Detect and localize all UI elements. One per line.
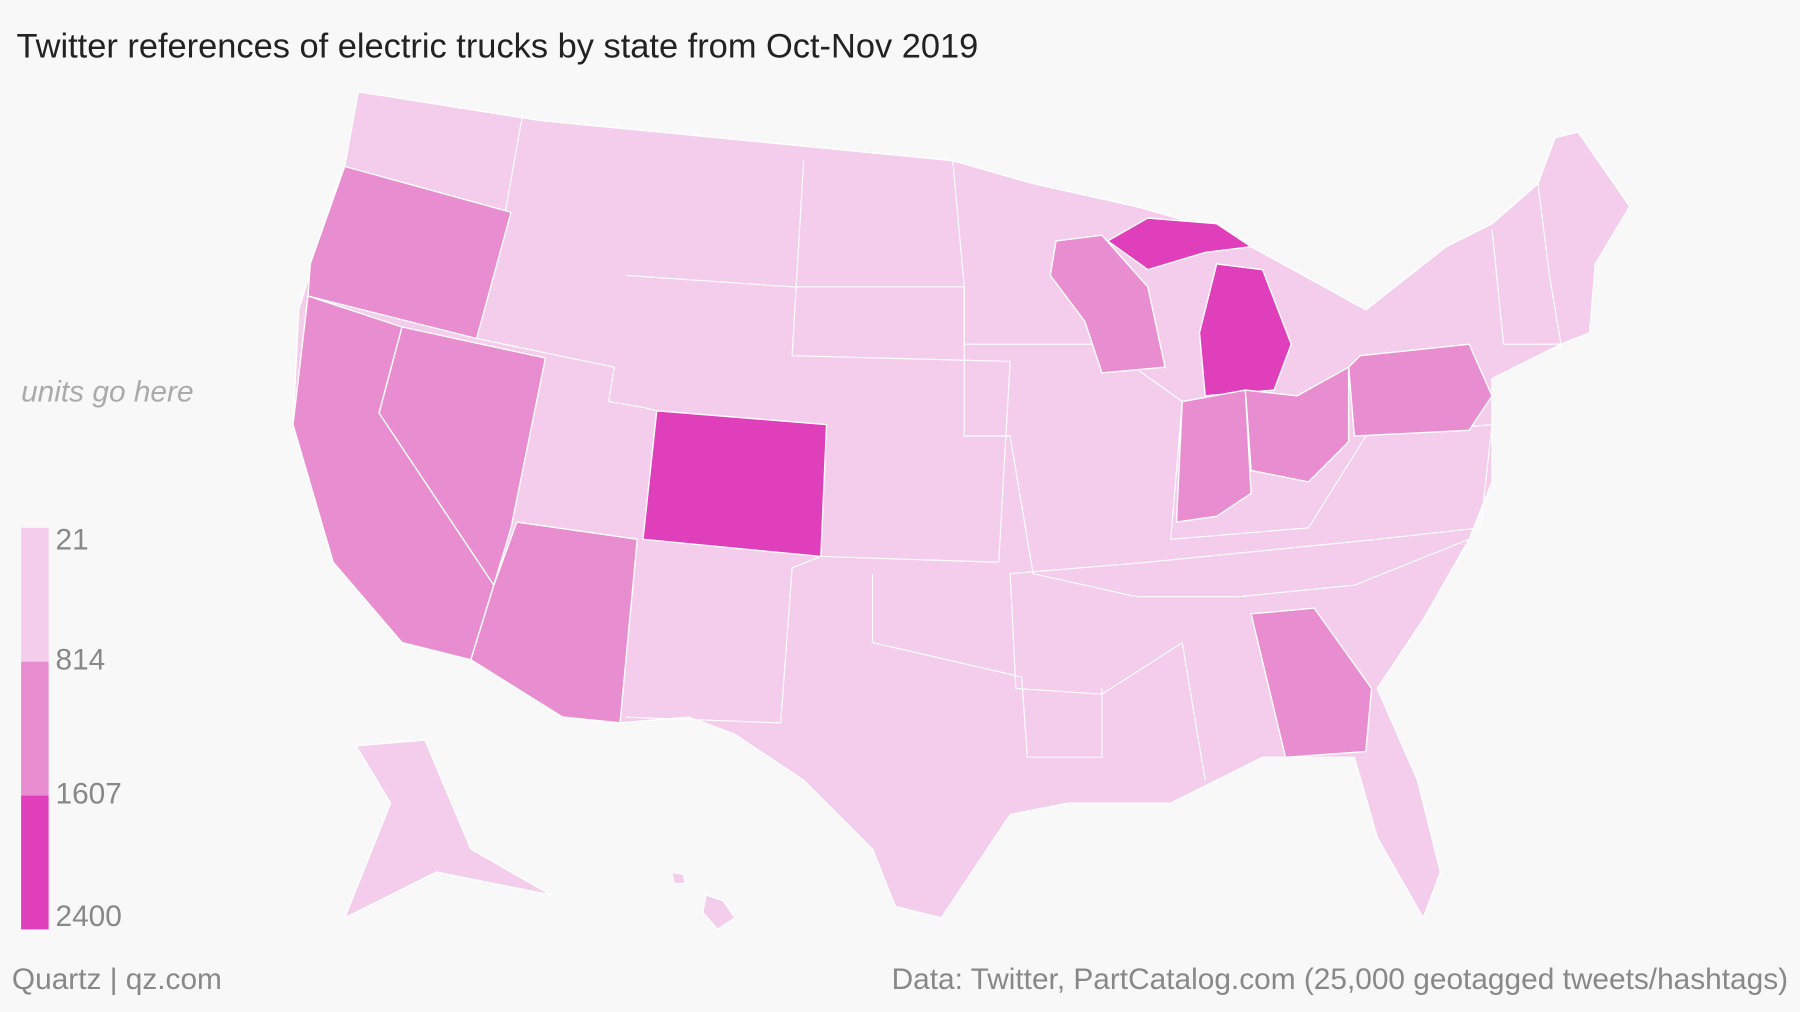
- legend: 21 814 1607 2400: [21, 523, 122, 933]
- legend-label: 814: [56, 644, 106, 677]
- state-hawaii: [701, 894, 736, 931]
- state-ohio: [1244, 366, 1350, 483]
- state-oregon: [307, 165, 512, 340]
- chart-title: Twitter references of electric trucks by…: [17, 27, 979, 65]
- state-arizona: [470, 521, 638, 724]
- state-michigan-lower: [1198, 263, 1292, 397]
- state-border: [871, 573, 1103, 758]
- state-georgia: [1250, 607, 1373, 758]
- us-map: [292, 91, 1631, 931]
- legend-label: 1607: [56, 777, 122, 810]
- state-border: [1491, 183, 1562, 345]
- state-colorado: [642, 410, 828, 558]
- state-indiana: [1175, 389, 1252, 523]
- state-michigan-upper: [1106, 217, 1252, 271]
- state-border: [625, 160, 1011, 724]
- credit: Quartz | qz.com: [12, 963, 222, 996]
- legend-swatch: [21, 795, 49, 930]
- state-nevada: [378, 326, 547, 586]
- legend-swatch: [21, 527, 49, 662]
- source: Data: Twitter, PartCatalog.com (25,000 g…: [892, 963, 1788, 996]
- legend-label: 21: [56, 523, 89, 556]
- legend-label: 2400: [56, 900, 122, 933]
- state-hawaii: [670, 871, 687, 885]
- state-border: [952, 160, 1470, 598]
- state-wisconsin: [1049, 234, 1166, 374]
- legend-swatch: [21, 661, 49, 796]
- state-alaska: [343, 739, 552, 919]
- state-pennsylvania: [1347, 343, 1493, 437]
- units-label: units go here: [21, 375, 193, 408]
